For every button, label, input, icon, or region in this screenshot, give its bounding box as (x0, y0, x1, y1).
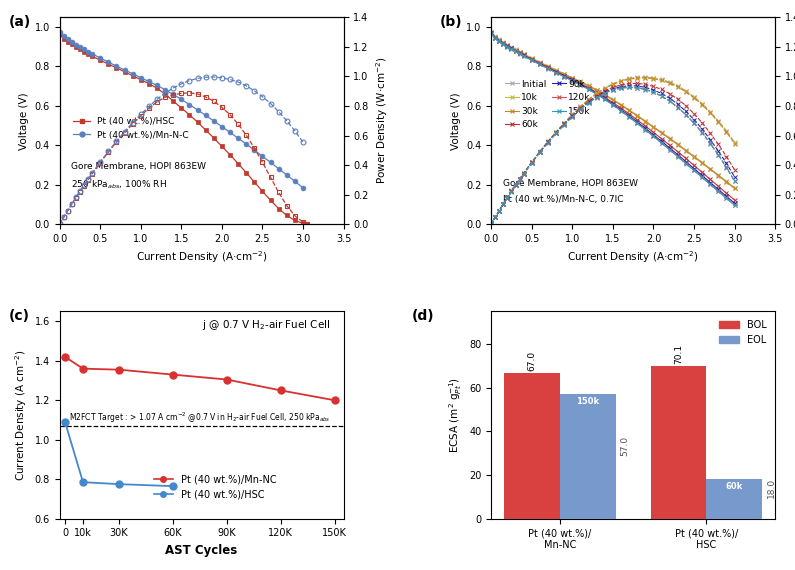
X-axis label: Current Density (A·cm$^{-2}$): Current Density (A·cm$^{-2}$) (567, 250, 699, 266)
Text: (c): (c) (9, 310, 29, 323)
Bar (504, 373, 560, 519)
Y-axis label: ECSA (m$^2$ g$_{Pt}^{-1}$): ECSA (m$^2$ g$_{Pt}^{-1}$) (447, 377, 463, 453)
Legend: Pt (40 wt.%)/Mn-NC, Pt (40 wt.%)/HSC: Pt (40 wt.%)/Mn-NC, Pt (40 wt.%)/HSC (149, 471, 281, 503)
Y-axis label: Power Density (W·cm$^{-2}$): Power Density (W·cm$^{-2}$) (374, 57, 390, 185)
Text: Gore Membrane, HOPI 863EW: Gore Membrane, HOPI 863EW (502, 179, 638, 188)
X-axis label: Current Density (A·cm$^{-2}$): Current Density (A·cm$^{-2}$) (136, 250, 268, 266)
Text: j @ 0.7 V H$_2$-air Fuel Cell: j @ 0.7 V H$_2$-air Fuel Cell (202, 317, 330, 332)
Text: Gore Membrane, HOPI 863EW: Gore Membrane, HOPI 863EW (71, 162, 206, 171)
Text: 250 kPa$_{abs}$, 100% RH: 250 kPa$_{abs}$, 100% RH (71, 179, 167, 192)
Y-axis label: Voltage (V): Voltage (V) (19, 92, 29, 149)
Legend: BOL, EOL: BOL, EOL (716, 316, 770, 349)
Y-axis label: Current Density (A cm$^{-2}$): Current Density (A cm$^{-2}$) (14, 349, 29, 481)
Text: 70.1: 70.1 (674, 344, 683, 364)
Y-axis label: Voltage (V): Voltage (V) (451, 92, 460, 149)
Text: (a): (a) (9, 15, 31, 29)
Text: 18.0: 18.0 (766, 478, 776, 498)
X-axis label: AST Cycles: AST Cycles (165, 544, 238, 557)
Text: (d): (d) (412, 310, 434, 323)
Legend: Pt (40 wt.%)/HSC, Pt (40 wt.%)/Mn-N-C: Pt (40 wt.%)/HSC, Pt (40 wt.%)/Mn-N-C (70, 113, 192, 143)
Text: Pt (40 wt.%)/Mn-N-C, 0.7IC: Pt (40 wt.%)/Mn-N-C, 0.7IC (502, 196, 623, 205)
Bar (560, 394, 615, 519)
Bar (707, 479, 762, 519)
Text: M2FCT Target : > 1.07 A cm$^{-2}$ @0.7 V in H$_2$-air Fuel Cell, 250 kPa$_{abs}$: M2FCT Target : > 1.07 A cm$^{-2}$ @0.7 V… (68, 410, 330, 425)
Text: 60k: 60k (726, 482, 743, 491)
Bar (651, 366, 707, 519)
Text: 67.0: 67.0 (527, 351, 537, 370)
Text: 150k: 150k (576, 397, 599, 405)
Legend: Initial, 10k, 30k, 60k, 90k, 120k, 150k: Initial, 10k, 30k, 60k, 90k, 120k, 150k (502, 76, 595, 133)
Text: (b): (b) (440, 15, 463, 29)
Text: 57.0: 57.0 (620, 435, 629, 455)
